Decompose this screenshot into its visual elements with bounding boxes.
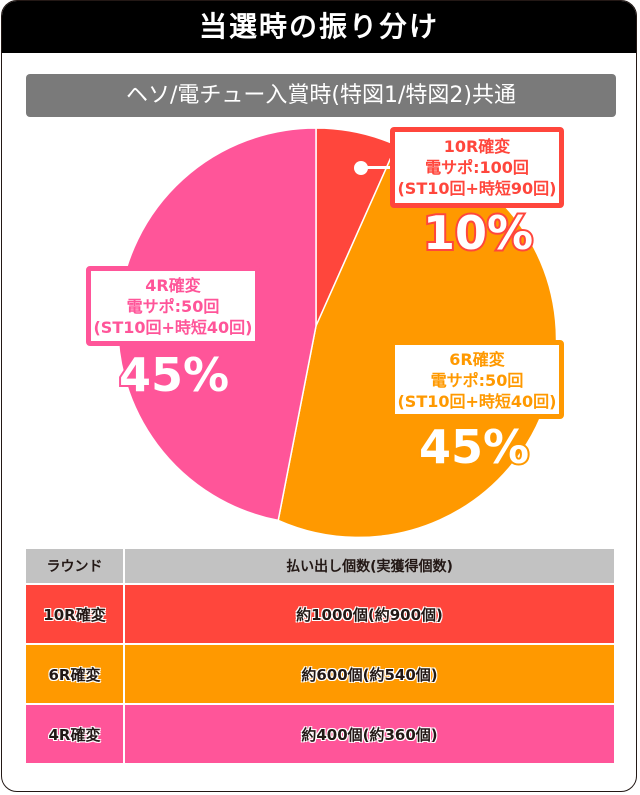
- slice-label: 6R確変: [449, 350, 505, 369]
- slice-detail-sub: (ST10回+時短90回): [397, 179, 557, 198]
- payout-table: ラウンド 払い出し個数(実獲得個数) 10R確変 約1000個(約900個) 6…: [24, 547, 616, 765]
- percent-4r: 45%: [117, 348, 231, 402]
- page-title: 当選時の振り分け: [2, 1, 636, 53]
- payout-cell: 約600個(約540個): [123, 643, 616, 705]
- chart-subtitle: ヘソ/電チュー入賞時(特図1/特図2)共通: [26, 74, 616, 117]
- round-cell: 4R確変: [24, 703, 125, 765]
- leader-line: [362, 166, 394, 169]
- round-cell: 10R確変: [24, 583, 125, 645]
- payout-cell: 約1000個(約900個): [123, 583, 616, 645]
- label-box-4r: 4R確変 電サポ:50回 (ST10回+時短40回): [86, 266, 260, 346]
- slice-detail: 電サポ:50回: [126, 297, 220, 316]
- slice-detail-sub: (ST10回+時短40回): [397, 392, 557, 411]
- leader-dot: [354, 161, 368, 175]
- slice-detail: 電サポ:50回: [430, 371, 524, 390]
- label-box-10r: 10R確変 電サポ:100回 (ST10回+時短90回): [390, 127, 564, 208]
- column-header-payout: 払い出し個数(実獲得個数): [123, 547, 616, 585]
- table-header-row: ラウンド 払い出し個数(実獲得個数): [24, 547, 616, 585]
- slice-detail: 電サポ:100回: [425, 158, 529, 177]
- slice-label: 4R確変: [145, 276, 201, 295]
- payout-cell: 約400個(約360個): [123, 703, 616, 765]
- round-cell: 6R確変: [24, 643, 125, 705]
- table-row: 6R確変 約600個(約540個): [24, 643, 616, 705]
- slice-label: 10R確変: [443, 137, 511, 156]
- table-row: 4R確変 約400個(約360個): [24, 703, 616, 765]
- column-header-round: ラウンド: [24, 547, 125, 585]
- table-row: 10R確変 約1000個(約900個): [24, 583, 616, 645]
- percent-10r: 10%: [421, 206, 535, 260]
- label-box-6r: 6R確変 電サポ:50回 (ST10回+時短40回): [390, 340, 564, 419]
- percent-6r: 45%: [417, 420, 531, 474]
- slice-detail-sub: (ST10回+時短40回): [93, 318, 253, 337]
